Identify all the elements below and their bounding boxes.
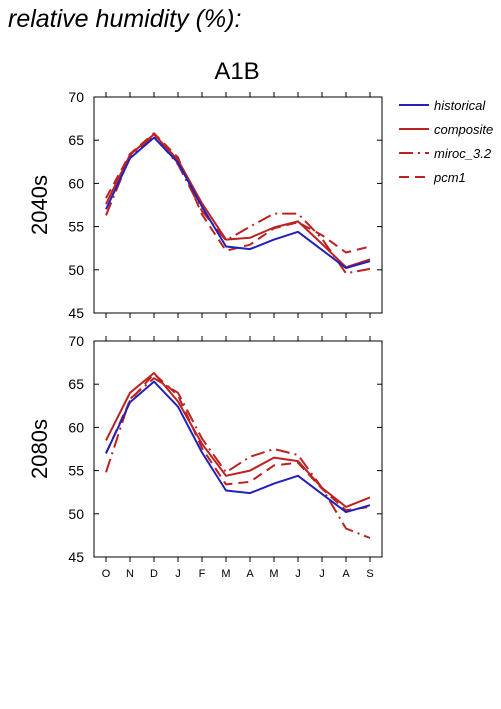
plot-frame: [93, 96, 383, 314]
x-tick-label: J: [175, 568, 181, 580]
panel-label: 2040s: [27, 175, 52, 235]
series-line-miroc-3-2: [105, 377, 371, 539]
y-tick-label: 50: [68, 506, 84, 522]
series-line-historical: [105, 380, 371, 514]
y-tick-label: 60: [68, 175, 84, 191]
legend: historical composite miroc_3.2 pcm1: [399, 98, 493, 185]
legend-label: historical: [434, 98, 486, 113]
series-line-pcm1: [105, 372, 371, 512]
scenario-title: A1B: [214, 58, 259, 85]
y-tick-label: 70: [68, 333, 84, 349]
y-tick-label: 65: [68, 132, 84, 148]
x-tick-label: J: [319, 568, 325, 580]
panel-2040s: 45 50 55 60 65 70 2040s: [27, 89, 383, 321]
y-tick-label: 55: [68, 463, 84, 479]
legend-label: miroc_3.2: [434, 146, 492, 161]
x-tick-label: S: [366, 568, 373, 580]
legend-label: composite: [434, 122, 493, 137]
plot-frame: [93, 340, 383, 558]
x-tick-label: A: [246, 568, 254, 580]
x-tick-label: N: [126, 568, 134, 580]
x-tick-label: J: [295, 568, 301, 580]
y-tick-label: 50: [68, 262, 84, 278]
series-line-composite: [105, 133, 371, 269]
x-tick-label: M: [269, 568, 278, 580]
x-tick-label: M: [221, 568, 230, 580]
x-tick-label: O: [102, 568, 111, 580]
series-line-composite: [105, 372, 371, 508]
x-tick-label: F: [199, 568, 206, 580]
y-tick-label: 45: [68, 305, 84, 321]
y-tick-label: 70: [68, 89, 84, 105]
y-tick-label: 45: [68, 549, 84, 565]
series-line-miroc-3-2: [105, 134, 371, 275]
x-tick-label: A: [342, 568, 350, 580]
series-line-historical: [105, 136, 371, 270]
panel-label: 2080s: [27, 419, 52, 479]
legend-label: pcm1: [433, 170, 466, 185]
figure-heading: relative humidity (%):: [8, 5, 241, 33]
x-tick-label: D: [150, 568, 158, 580]
y-tick-label: 60: [68, 419, 84, 435]
panel-2080s: 45 50 55 60 65 70 O N D J F M A M J J A S 2080s: [27, 333, 383, 580]
y-tick-label: 55: [68, 219, 84, 235]
y-tick-label: 65: [68, 376, 84, 392]
